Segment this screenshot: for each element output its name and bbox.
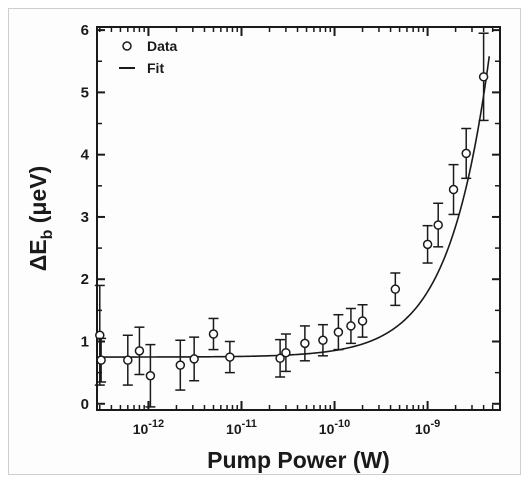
data-point — [225, 352, 235, 362]
y-tick-label: 0 — [81, 396, 89, 413]
figure-frame — [8, 8, 521, 475]
y-axis-title: ΔEb (μeV) — [25, 166, 56, 272]
x-tick-label: 10-11 — [226, 418, 257, 437]
legend: Data Fit — [119, 38, 178, 76]
data-point — [478, 72, 489, 82]
legend-data-label: Data — [147, 38, 178, 54]
data-point — [300, 338, 310, 349]
data-point — [448, 184, 459, 195]
y-tick-label: 2 — [81, 271, 89, 288]
y-tick-label: 1 — [81, 333, 89, 350]
fit-curve — [97, 56, 491, 358]
data-point — [145, 370, 156, 381]
x-tick-label: 10-10 — [319, 418, 350, 437]
data-point — [208, 329, 219, 339]
data-point — [461, 148, 471, 159]
axes — [96, 26, 501, 411]
y-tick-label: 5 — [81, 84, 89, 101]
legend-data-marker — [122, 41, 132, 51]
ticks: 0 1 2 3 4 5 6 10-12 10-11 10-10 10-9 — [81, 22, 500, 437]
fit-series — [97, 56, 491, 358]
data-point — [281, 347, 291, 358]
plot-area-frame — [96, 26, 501, 411]
data-point — [275, 353, 285, 364]
data-series — [94, 32, 489, 408]
x-axis-title: Pump Power (W) — [207, 447, 390, 473]
data-point — [390, 284, 401, 294]
data-point — [189, 354, 199, 364]
y-tick-label: 3 — [81, 209, 89, 226]
y-tick-label: 4 — [81, 147, 90, 164]
data-point — [422, 239, 433, 250]
data-point — [96, 355, 106, 365]
data-point — [357, 316, 368, 326]
data-point — [175, 360, 186, 370]
legend-fit-label: Fit — [147, 60, 164, 76]
data-point — [123, 355, 133, 365]
data-point — [318, 335, 328, 346]
data-point — [95, 330, 105, 341]
x-tick-label: 10-9 — [415, 418, 440, 437]
data-point — [333, 327, 344, 337]
axis-labels: Pump Power (W) ΔEb (μeV) — [25, 166, 390, 473]
data-point — [433, 220, 443, 230]
y-tick-label: 6 — [81, 22, 89, 39]
x-tick-label: 10-12 — [133, 418, 164, 437]
data-point — [134, 346, 145, 356]
data-point — [346, 321, 356, 331]
